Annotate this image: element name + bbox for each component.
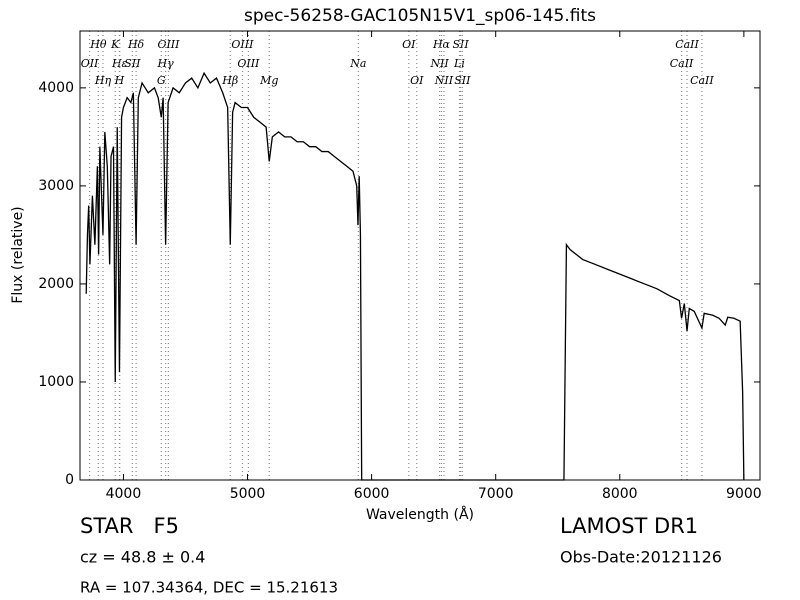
spectral-line-label: SII [454,74,471,87]
survey: LAMOST DR1 [560,514,698,538]
spectral-line-label: H [114,74,125,87]
spectral-line-label: OIII [231,38,254,51]
x-tick-label: 9000 [726,486,762,502]
plot-frame [79,30,761,481]
spectral-line-label: Li [453,57,465,70]
spectral-line-label: Hη [94,74,112,87]
spectral-line-label: OII [81,57,99,70]
spectral-line-label: OIII [237,57,260,70]
obs-date: Obs-Date:20121126 [560,548,722,567]
object-class: STAR F5 [80,514,179,538]
y-axis-label: Flux (relative) [10,206,26,303]
spectral-line-label: CaII [670,57,694,70]
y-tick-label: 4000 [38,80,74,96]
spectral-line-label: SII [452,38,469,51]
y-tick-label: 1000 [38,374,74,390]
spectral-line-label: Hγ [157,57,175,70]
x-tick-label: 4000 [106,486,142,502]
spectral-line-label: Hα [432,38,451,51]
spectral-line-label: OI [410,74,424,87]
spectral-line-label: Hβ [221,74,238,87]
spectral-line-label: OIII [157,38,180,51]
x-tick-label: 7000 [478,486,514,502]
spectral-line-label: NII [434,74,454,87]
coordinates: RA = 107.34364, DEC = 15.21613 [80,579,338,597]
chart-title: spec-56258-GAC105N15V1_sp06-145.fits [244,6,596,26]
spectral-line-label: K [110,38,120,51]
x-axis-label: Wavelength (Å) [366,506,474,523]
spectral-line-label: OI [402,38,416,51]
spectral-line-label: Mg [259,74,278,87]
spectral-line-label: Hθ [89,38,107,51]
spectral-line-label: Hδ [127,38,145,51]
y-tick-label: 2000 [38,276,74,292]
y-tick-label: 3000 [38,178,74,194]
spectral-line-label: NII [429,57,449,70]
spectral-line-label: CaII [675,38,699,51]
redshift: cz = 48.8 ± 0.4 [80,548,205,567]
x-tick-label: 8000 [602,486,638,502]
spectrum-line [85,71,745,481]
spectral-line-label: G [157,74,166,87]
spectral-line-label: SII [124,57,141,70]
y-tick-label: 0 [65,472,74,488]
spectral-line-label: CaII [690,74,714,87]
spectral-line-label: Na [349,57,366,70]
x-tick-label: 5000 [230,486,266,502]
x-tick-label: 6000 [354,486,390,502]
